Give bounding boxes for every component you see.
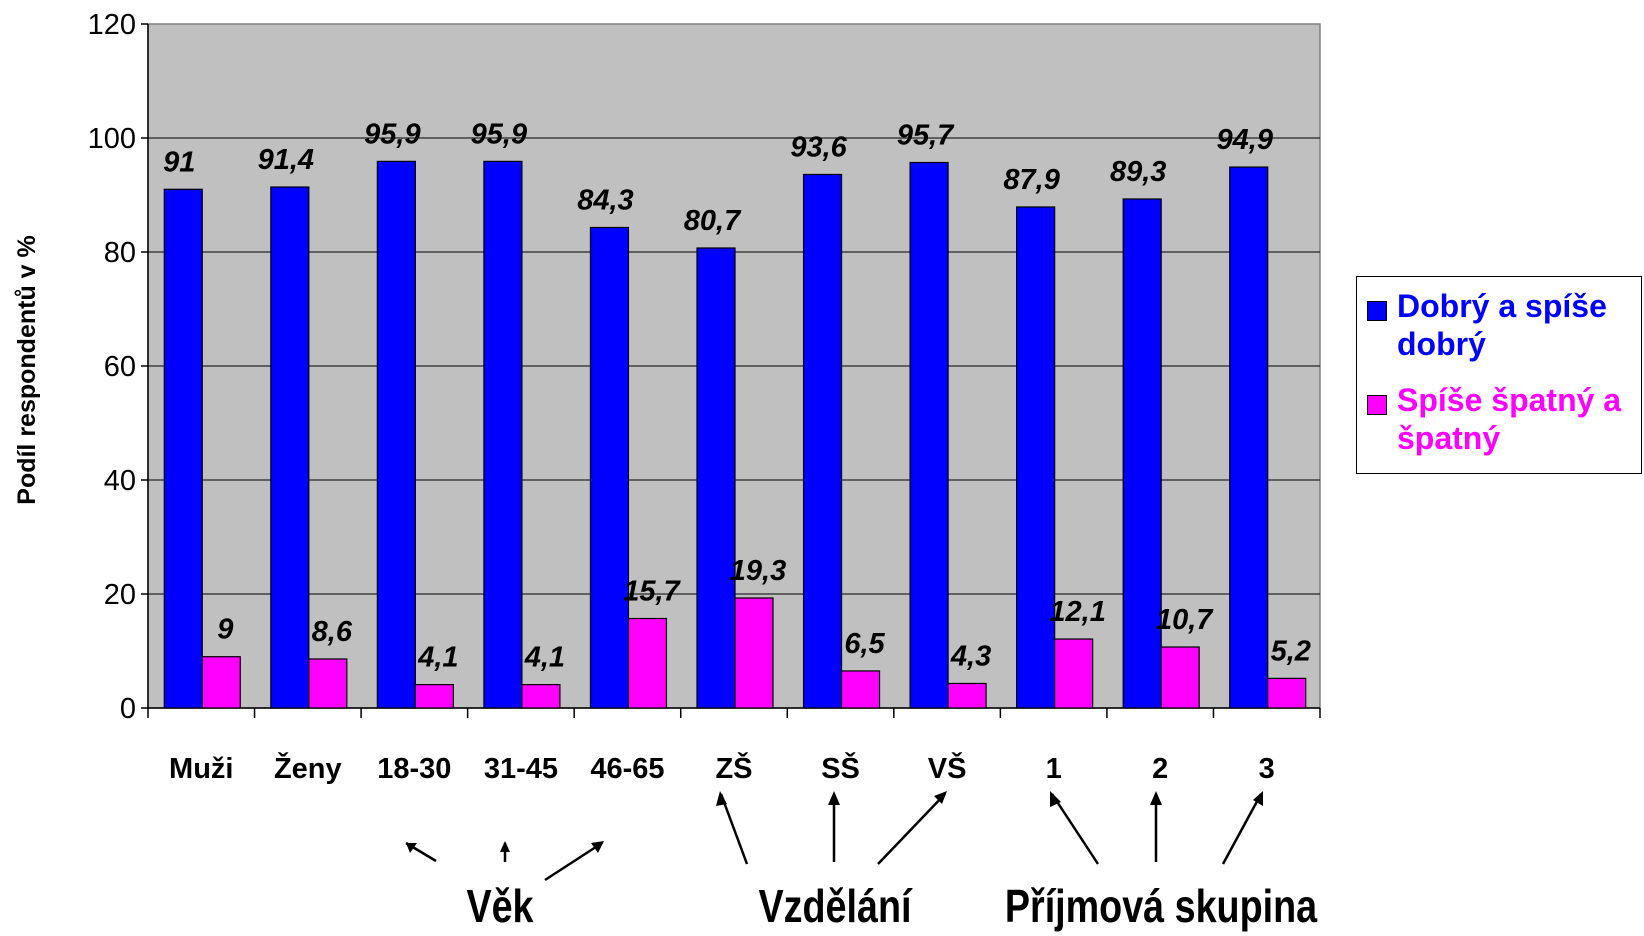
arrow-vzdelani-left bbox=[721, 794, 747, 864]
bar-good-1 bbox=[271, 187, 309, 708]
arrowhead-vzdelani-left bbox=[716, 791, 727, 806]
arrow-vek-right bbox=[545, 843, 602, 880]
data-label-bad-10: 5,2 bbox=[1271, 635, 1311, 667]
bar-bad-2 bbox=[415, 685, 453, 708]
arrowhead-vek-middle bbox=[500, 841, 510, 852]
group-arrows bbox=[406, 791, 1263, 880]
data-label-bad-9: 10,7 bbox=[1156, 604, 1214, 636]
data-label-good-5: 80,7 bbox=[684, 205, 742, 237]
bar-bad-6 bbox=[842, 671, 880, 708]
bar-bad-7 bbox=[948, 683, 986, 708]
category-labels: Muži Ženy 18-30 31-45 46-65 ZŠ SŠ VŠ 1 2 3 bbox=[169, 751, 1275, 785]
bar-good-2 bbox=[377, 161, 415, 708]
bar-bad-10 bbox=[1268, 678, 1306, 708]
category-label-7: VŠ bbox=[928, 751, 967, 785]
y-tick-label: 0 bbox=[120, 693, 136, 725]
y-tick-label: 60 bbox=[104, 351, 136, 383]
category-label-3: 31-45 bbox=[484, 753, 558, 785]
bar-bad-3 bbox=[522, 685, 560, 708]
legend-swatch-bad bbox=[1367, 395, 1387, 415]
data-label-good-7: 95,7 bbox=[897, 120, 955, 152]
legend-item-good: Dobrý a spíše dobrý bbox=[1367, 287, 1637, 363]
bar-good-10 bbox=[1230, 167, 1268, 708]
y-tick-label: 80 bbox=[104, 237, 136, 269]
x-axis bbox=[148, 708, 1320, 718]
bar-good-0 bbox=[164, 189, 202, 708]
bar-bad-5 bbox=[735, 598, 773, 708]
data-label-bad-4: 15,7 bbox=[623, 576, 681, 608]
y-axis-title: Podíl respondentů v % bbox=[13, 235, 41, 504]
bar-good-3 bbox=[484, 161, 522, 708]
arrow-prijmova-right bbox=[1223, 794, 1261, 864]
category-label-5: ZŠ bbox=[715, 751, 752, 785]
data-label-good-3: 95,9 bbox=[471, 118, 527, 150]
chart-legend: Dobrý a spíše dobrý Spíše špatný a špatn… bbox=[1356, 276, 1642, 474]
group-label-vek: Věk bbox=[466, 880, 534, 931]
data-label-good-1: 91,4 bbox=[258, 144, 314, 176]
data-label-bad-7: 4,3 bbox=[950, 640, 991, 672]
arrowhead-prijmova-middle bbox=[1150, 791, 1162, 805]
category-label-9: 2 bbox=[1152, 753, 1168, 785]
legend-label-good: Dobrý a spíše dobrý bbox=[1397, 287, 1637, 363]
data-label-bad-2: 4,1 bbox=[417, 642, 458, 674]
group-annotations: Věk Vzdělání Příjmová skupina bbox=[406, 791, 1318, 932]
legend-item-bad: Spíše špatný a špatný bbox=[1367, 381, 1637, 457]
arrow-vzdelani-right bbox=[878, 794, 945, 864]
legend-swatch-good bbox=[1367, 301, 1387, 321]
y-tick-label: 100 bbox=[88, 123, 136, 155]
data-label-good-0: 91 bbox=[163, 146, 195, 178]
data-label-bad-5: 19,3 bbox=[730, 555, 786, 587]
group-label-vzdelani: Vzdělání bbox=[759, 880, 913, 931]
category-label-1: Ženy bbox=[274, 751, 342, 785]
bar-bad-1 bbox=[309, 659, 347, 708]
arrowhead-vzdelani-middle bbox=[828, 791, 840, 805]
data-label-good-4: 84,3 bbox=[577, 184, 633, 216]
category-label-2: 18-30 bbox=[377, 753, 451, 785]
data-label-bad-3: 4,1 bbox=[524, 642, 565, 674]
y-tick-label: 120 bbox=[88, 9, 136, 41]
data-label-good-10: 94,9 bbox=[1217, 124, 1273, 156]
category-label-4: 46-65 bbox=[590, 753, 664, 785]
arrow-prijmova-left bbox=[1052, 794, 1098, 864]
bar-good-5 bbox=[697, 248, 735, 708]
bar-good-8 bbox=[1017, 207, 1055, 708]
data-label-good-9: 89,3 bbox=[1110, 156, 1166, 188]
y-axis: 0 20 40 60 80 100 120 bbox=[88, 9, 148, 725]
bar-bad-9 bbox=[1161, 647, 1199, 708]
data-label-good-2: 95,9 bbox=[364, 118, 420, 150]
y-tick-label: 20 bbox=[104, 579, 136, 611]
data-label-good-8: 87,9 bbox=[1003, 164, 1059, 196]
data-label-bad-0: 9 bbox=[217, 614, 233, 646]
data-label-bad-1: 8,6 bbox=[312, 616, 353, 648]
y-tick-label: 40 bbox=[104, 465, 136, 497]
category-label-10: 3 bbox=[1259, 753, 1275, 785]
bar-good-6 bbox=[804, 174, 842, 708]
data-label-bad-8: 12,1 bbox=[1049, 596, 1105, 628]
category-label-0: Muži bbox=[169, 753, 233, 785]
bar-bad-8 bbox=[1055, 639, 1093, 708]
bar-bad-0 bbox=[202, 657, 240, 708]
data-label-bad-6: 6,5 bbox=[844, 628, 885, 660]
group-label-prijmova-skupina: Příjmová skupina bbox=[1005, 880, 1318, 931]
bar-bad-4 bbox=[628, 619, 666, 708]
data-label-good-6: 93,6 bbox=[790, 131, 847, 163]
bar-good-4 bbox=[590, 227, 628, 708]
category-label-8: 1 bbox=[1046, 753, 1062, 785]
category-label-6: SŠ bbox=[821, 751, 860, 785]
bar-good-7 bbox=[910, 163, 948, 708]
arrowhead-vek-right bbox=[591, 841, 604, 853]
legend-label-bad: Spíše špatný a špatný bbox=[1397, 381, 1637, 457]
